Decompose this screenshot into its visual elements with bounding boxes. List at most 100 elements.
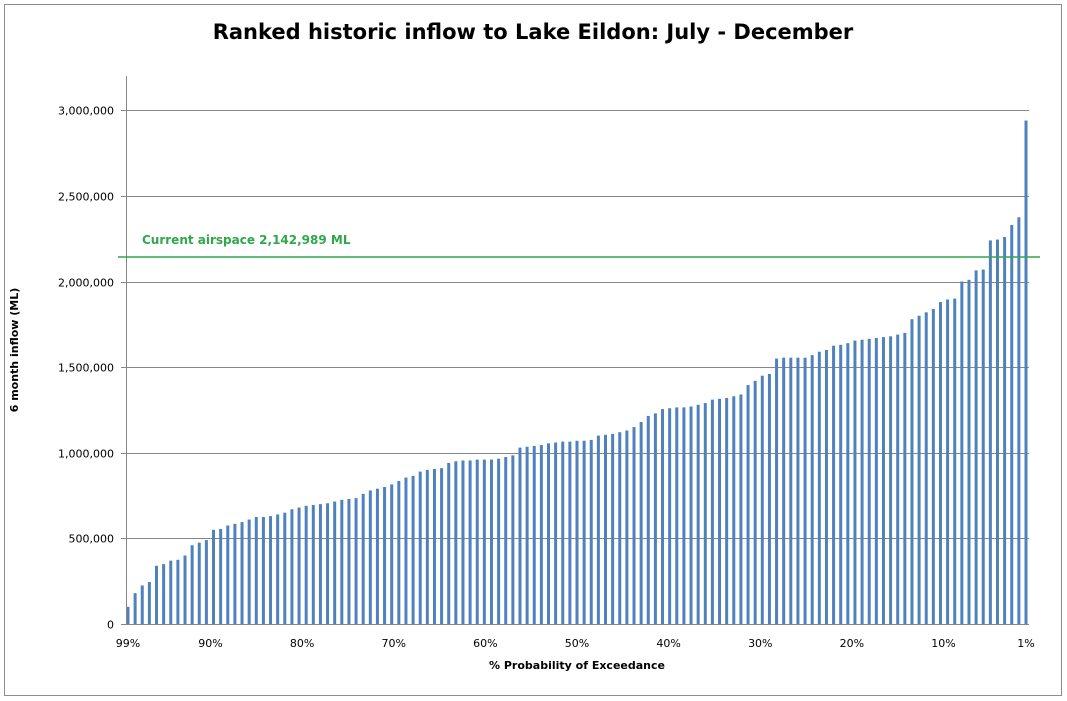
bar xyxy=(668,408,672,624)
bar xyxy=(689,406,693,624)
x-tick-label: 30% xyxy=(748,637,772,650)
bar xyxy=(504,457,508,624)
x-tick-label: 20% xyxy=(840,637,864,650)
bar xyxy=(411,475,415,624)
y-axis-label: 6 month inflow (ML) xyxy=(8,288,21,413)
bar xyxy=(938,302,942,624)
bar xyxy=(910,319,914,624)
x-tick-label: 10% xyxy=(931,637,955,650)
x-tick-label: 40% xyxy=(656,637,680,650)
bar xyxy=(746,385,750,624)
bar xyxy=(340,499,344,624)
y-axis-ticks: 0 500,000 1,000,000 1,500,000 2,000,000 2,500… xyxy=(58,105,126,632)
bar xyxy=(404,477,408,624)
x-tick-label: 50% xyxy=(565,637,589,650)
x-tick-label: 1% xyxy=(1017,637,1034,650)
bar xyxy=(796,357,800,624)
bar xyxy=(311,504,315,624)
bar xyxy=(269,516,273,624)
bar xyxy=(618,432,622,624)
bar xyxy=(183,555,187,624)
x-tick-label: 60% xyxy=(473,637,497,650)
bar xyxy=(254,516,258,624)
bar xyxy=(874,338,878,624)
x-axis-ticks: 99% 90% 80% 70% 60% 50% 40% 30% 20% 10% 1% xyxy=(116,637,1035,650)
bar xyxy=(461,460,465,624)
bar xyxy=(283,512,287,624)
bar xyxy=(169,560,173,624)
x-tick-label: 70% xyxy=(381,637,405,650)
bar xyxy=(126,606,130,625)
bar xyxy=(247,519,251,624)
bar xyxy=(611,433,615,624)
bar xyxy=(710,399,714,624)
bar xyxy=(639,421,643,624)
bar xyxy=(960,281,964,624)
bar xyxy=(226,525,230,624)
bar xyxy=(304,505,308,624)
bar xyxy=(767,373,771,624)
bar xyxy=(860,339,864,624)
bar xyxy=(354,498,358,624)
bar xyxy=(789,357,793,624)
bar xyxy=(632,427,636,624)
bar xyxy=(881,337,885,624)
bar xyxy=(518,447,522,624)
bar xyxy=(696,404,700,624)
bar xyxy=(924,312,928,624)
bar xyxy=(1017,217,1021,624)
bar xyxy=(133,593,137,624)
bar xyxy=(575,440,579,624)
bar xyxy=(703,403,707,624)
bar xyxy=(561,441,565,624)
bar xyxy=(219,528,223,624)
bar xyxy=(917,315,921,624)
bar xyxy=(375,488,379,624)
bar xyxy=(946,299,950,624)
bar xyxy=(497,458,501,624)
y-tick-label: 0 xyxy=(107,619,114,632)
bar xyxy=(1010,224,1014,625)
bar xyxy=(760,375,764,624)
chart-title: Ranked historic inflow to Lake Eildon: J… xyxy=(213,20,854,44)
bar xyxy=(333,501,337,624)
bar xyxy=(489,459,493,624)
bar xyxy=(582,440,586,624)
bar xyxy=(290,509,294,624)
bar xyxy=(162,564,166,624)
bar xyxy=(604,434,608,624)
bar xyxy=(725,397,729,624)
bar xyxy=(824,350,828,624)
bar xyxy=(974,270,978,624)
bar xyxy=(525,446,529,624)
bar xyxy=(190,545,194,624)
bar xyxy=(447,463,451,624)
bar xyxy=(454,461,458,624)
bar xyxy=(432,469,436,624)
bar xyxy=(589,439,593,624)
bar xyxy=(732,396,736,624)
bar xyxy=(889,336,893,624)
bar xyxy=(718,398,722,624)
bar xyxy=(596,435,600,625)
bar xyxy=(147,582,151,624)
bar xyxy=(810,355,814,624)
x-tick-label: 80% xyxy=(290,637,314,650)
bar xyxy=(425,469,429,625)
bar xyxy=(675,407,679,624)
bar xyxy=(176,559,180,624)
bars xyxy=(126,120,1028,625)
bar xyxy=(539,445,543,624)
bar xyxy=(347,498,351,624)
bar xyxy=(653,413,657,624)
bar xyxy=(240,522,244,624)
bar xyxy=(682,407,686,624)
y-tick-label: 1,500,000 xyxy=(58,362,114,375)
bar xyxy=(839,344,843,624)
bar xyxy=(832,345,836,624)
y-tick-label: 1,000,000 xyxy=(58,448,114,461)
bar xyxy=(482,459,486,624)
x-tick-label: 90% xyxy=(198,637,222,650)
x-axis-label: % Probability of Exceedance xyxy=(489,659,665,672)
bar xyxy=(953,298,957,625)
